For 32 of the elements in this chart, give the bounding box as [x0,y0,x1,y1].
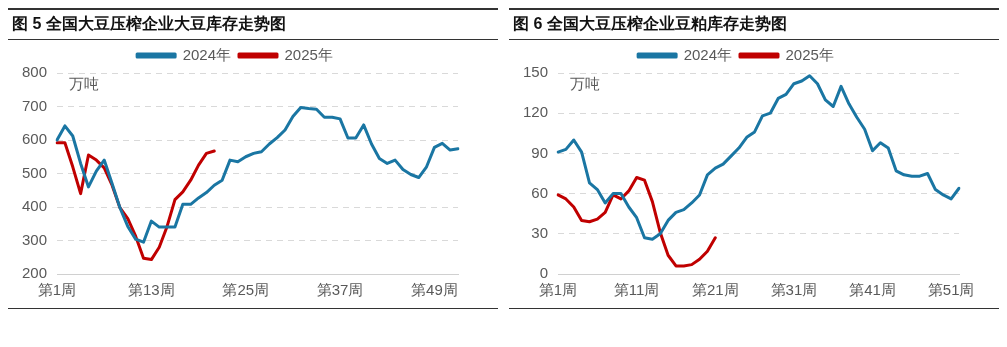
x-tick-label: 第49周 [411,281,458,299]
chart-title: 图 6 全国大豆压榨企业豆粕库存走势图 [509,10,999,40]
y-tick-label: 30 [531,223,549,241]
legend-label: 2024年 [683,45,733,63]
y-tick-label: 600 [22,130,48,148]
x-tick-label: 第1周 [538,281,578,299]
x-tick-label: 第41周 [849,281,896,299]
legend-label: 2025年 [284,45,333,63]
y-tick-label: 700 [22,96,48,114]
x-tick-label: 第11周 [613,281,660,299]
y-axis-title: 万吨 [69,74,100,92]
y-tick-label: 0 [539,264,549,282]
x-tick-label: 第37周 [316,281,364,299]
x-tick-label: 第1周 [37,281,77,299]
y-tick-label: 200 [22,264,48,282]
x-tick-label: 第31周 [770,281,818,299]
y-tick-label: 800 [22,63,48,81]
legend-label: 2024年 [182,45,232,63]
y-tick-label: 500 [22,163,48,181]
y-tick-label: 90 [531,143,549,161]
x-tick-label: 第21周 [691,281,739,299]
chart-title: 图 5 全国大豆压榨企业大豆库存走势图 [8,10,498,40]
y-tick-label: 60 [531,183,549,201]
y-tick-label: 300 [22,230,48,248]
y-axis-title: 万吨 [570,74,601,92]
x-tick-label: 第13周 [128,281,175,299]
x-tick-label: 第51周 [927,281,975,299]
legend-label: 2025年 [785,45,834,63]
y-tick-label: 150 [523,63,549,81]
y-tick-label: 120 [523,103,549,121]
x-tick-label: 第25周 [222,281,270,299]
y-tick-label: 400 [22,197,48,215]
